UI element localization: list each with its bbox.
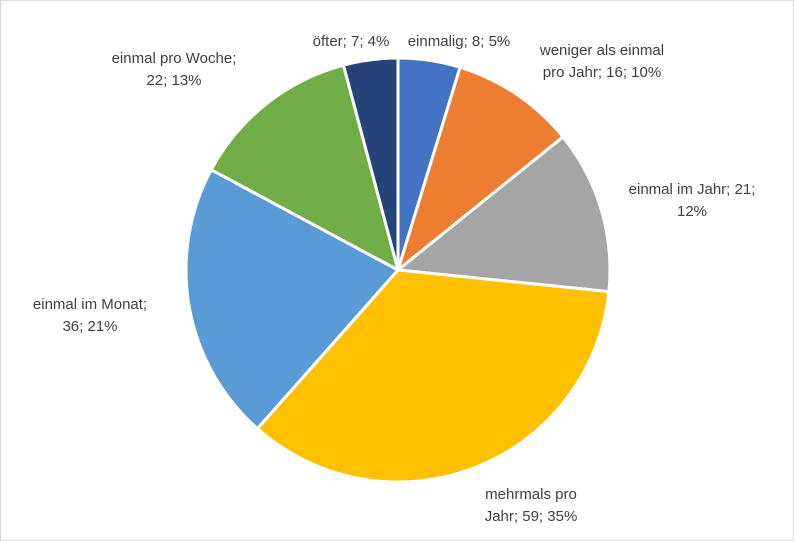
pie-slice-einmal-im-monat bbox=[184, 168, 400, 431]
data-label-einmal-pro-woche: einmal pro Woche; 22; 13% bbox=[112, 50, 237, 89]
data-label-line: einmal pro Woche; bbox=[112, 50, 237, 67]
data-label-line: pro Jahr; 16; 10% bbox=[543, 64, 661, 81]
data-label-line: öfter; 7; 4% bbox=[313, 33, 390, 50]
data-label-line: mehrmals pro bbox=[485, 486, 577, 503]
data-label-einmalig: einmalig; 8; 5% bbox=[408, 33, 511, 50]
data-label-line: einmalig; 8; 5% bbox=[408, 33, 511, 50]
data-labels: einmalig; 8; 5% weniger als einmal pro Jah… bbox=[33, 33, 755, 525]
data-label-line: 22; 13% bbox=[146, 72, 201, 89]
data-label-oefter: öfter; 7; 4% bbox=[313, 33, 390, 50]
data-label-line: einmal im Jahr; 21; bbox=[629, 181, 756, 198]
data-label-line: Jahr; 59; 35% bbox=[485, 508, 578, 525]
data-label-line: weniger als einmal bbox=[539, 42, 664, 59]
pie-slice-oefter bbox=[341, 56, 400, 272]
pie-slice-mehrmals-pro-jahr bbox=[255, 268, 611, 484]
data-label-line: 36; 21% bbox=[62, 318, 117, 335]
data-label-weniger-als-einmal-pro-jahr: weniger als einmal pro Jahr; 16; 10% bbox=[539, 42, 664, 81]
data-label-line: einmal im Monat; bbox=[33, 296, 147, 313]
data-label-line: 12% bbox=[677, 203, 707, 220]
pie-slice-weniger-als-einmal-pro-jahr bbox=[396, 65, 565, 272]
pie-slices bbox=[184, 56, 612, 484]
pie-slice-einmal-im-jahr bbox=[396, 135, 612, 294]
data-label-mehrmals-pro-jahr: mehrmals pro Jahr; 59; 35% bbox=[485, 486, 578, 525]
pie-slice-einmal-pro-woche bbox=[209, 63, 400, 272]
data-label-einmal-im-monat: einmal im Monat; 36; 21% bbox=[33, 296, 147, 335]
data-label-einmal-im-jahr: einmal im Jahr; 21; 12% bbox=[629, 181, 756, 220]
